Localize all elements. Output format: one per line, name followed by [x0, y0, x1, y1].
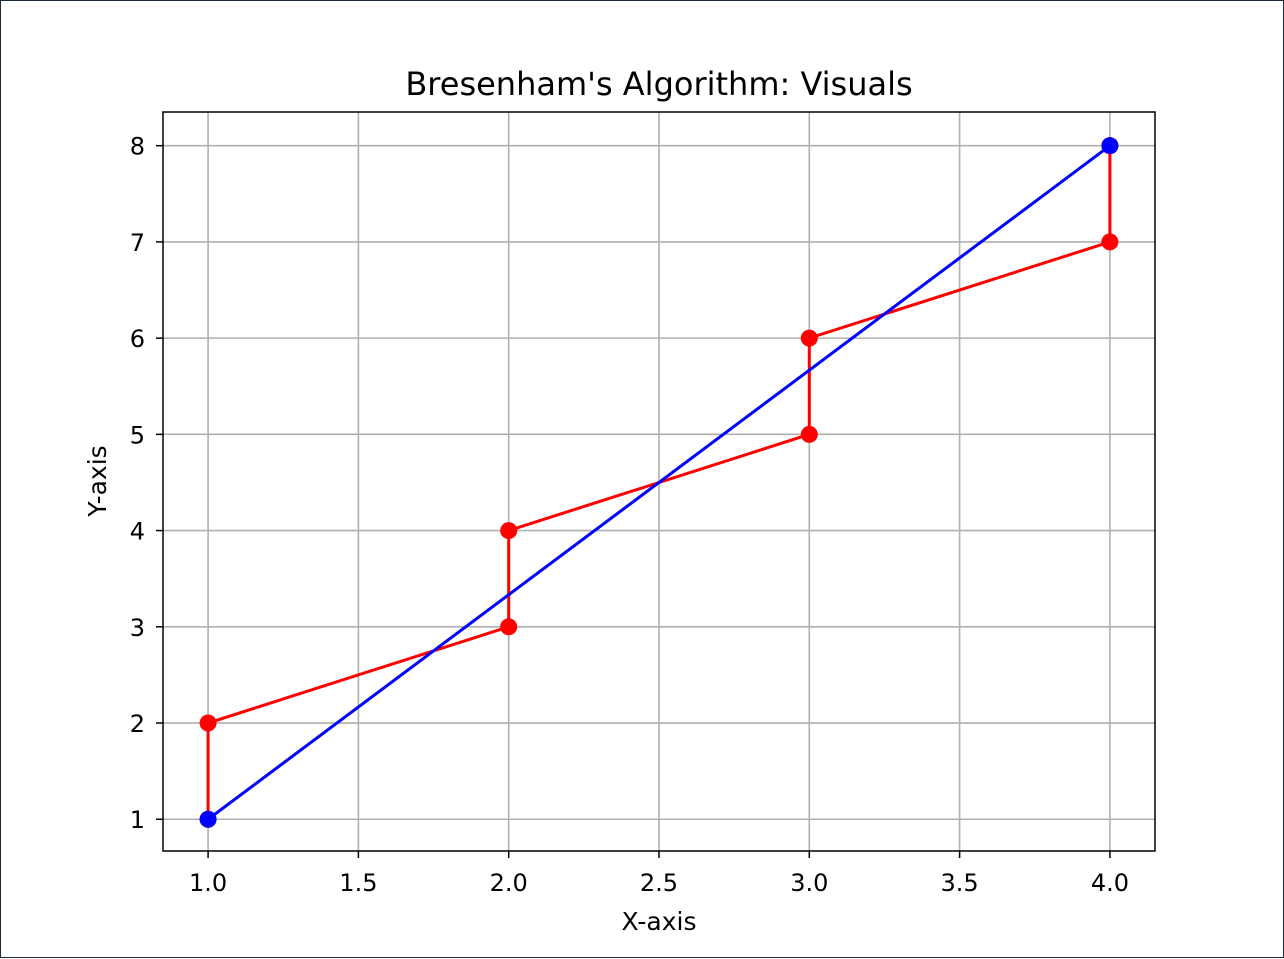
- axis-ticks: 1.0 1.5 2.0 2.5 3.0 3.5 4.0 1 2 3 4 5 6 7 8: [130, 133, 1129, 897]
- series-0-point: [500, 522, 518, 540]
- y-tick-label: 8: [130, 133, 145, 161]
- x-tick-label: 3.5: [941, 869, 979, 897]
- y-tick-label: 4: [130, 518, 145, 546]
- series-line-1: [207, 144, 1111, 821]
- series-0-point: [800, 329, 818, 347]
- grid: [163, 112, 1155, 851]
- series-0-point: [500, 618, 518, 636]
- series-0-point: [800, 425, 818, 443]
- y-tick-label: 2: [130, 710, 145, 738]
- x-tick-label: 2.5: [640, 869, 678, 897]
- y-tick-label: 5: [130, 421, 145, 449]
- series-layer: [199, 137, 1119, 828]
- series-0-point: [199, 714, 217, 732]
- y-tick-label: 6: [130, 325, 145, 353]
- series-1-point: [199, 810, 217, 828]
- y-tick-label: 1: [130, 806, 145, 834]
- x-tick-label: 1.5: [339, 869, 377, 897]
- series-1-point: [1101, 137, 1119, 155]
- y-tick-label: 3: [130, 614, 145, 642]
- x-tick-label: 3.0: [790, 869, 828, 897]
- y-tick-label: 7: [130, 229, 145, 257]
- x-tick-label: 4.0: [1091, 869, 1129, 897]
- series-0-point: [1101, 233, 1119, 251]
- x-tick-label: 2.0: [490, 869, 528, 897]
- x-axis-label: X-axis: [622, 907, 697, 936]
- y-axis-label: Y-axis: [83, 445, 112, 517]
- chart-title: Bresenham's Algorithm: Visuals: [405, 65, 912, 103]
- x-tick-label: 1.0: [189, 869, 227, 897]
